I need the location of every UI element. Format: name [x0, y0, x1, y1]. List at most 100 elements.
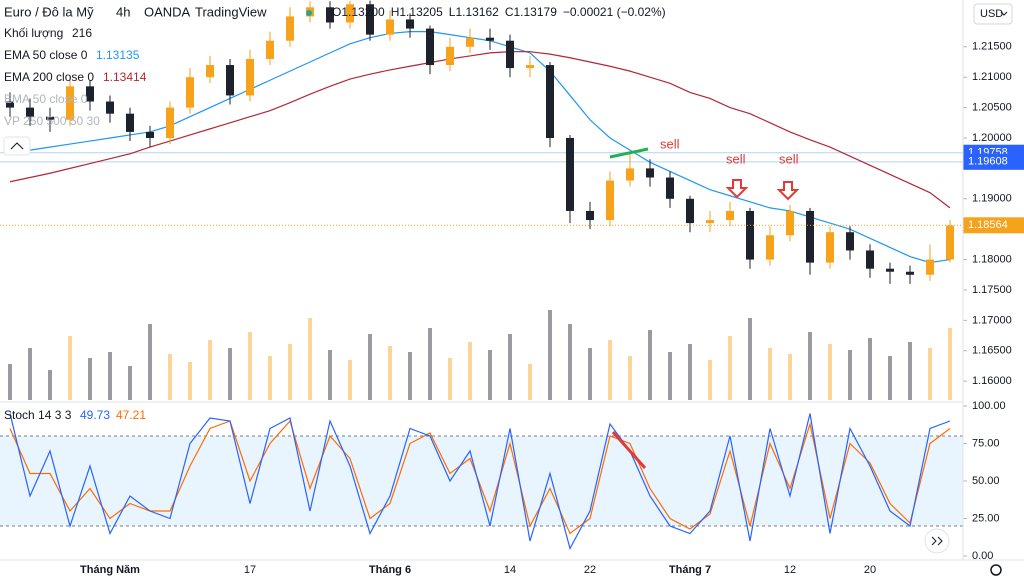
- y-tick-label: 50.00: [972, 475, 1000, 487]
- ema50-legend: EMA 50 close 0: [4, 48, 88, 62]
- y-tick-label: 1.20000: [972, 132, 1012, 144]
- arrow-drawing: [725, 179, 749, 199]
- currency-dropdown[interactable]: [973, 3, 1013, 25]
- volume-bar: [228, 348, 232, 400]
- volume-bar: [188, 362, 192, 400]
- volume-bar: [448, 358, 452, 400]
- candle-body: [26, 107, 34, 117]
- volume-bar: [688, 344, 692, 400]
- candle-body: [546, 65, 554, 138]
- volume-bar: [748, 318, 752, 400]
- volume-bar: [628, 356, 632, 400]
- y-tick-label: 75.00: [972, 437, 1000, 449]
- candle-body: [846, 232, 854, 251]
- y-tick-label: 1.20500: [972, 102, 1012, 114]
- settings-button[interactable]: [990, 564, 1002, 576]
- volume-bar: [828, 344, 832, 400]
- x-tick-label: 17: [244, 564, 256, 576]
- candle-body: [786, 210, 794, 236]
- y-tick-label: 25.00: [972, 512, 1000, 524]
- volume-bar: [548, 310, 552, 400]
- hidden-indicator: EMA 50 close 0: [4, 92, 88, 106]
- collapse-icon: [10, 142, 24, 150]
- x-tick-label: Tháng Năm: [80, 564, 140, 576]
- ohlc-value: −0.00021 (−0.02%): [563, 5, 666, 19]
- y-tick-label: 1.21500: [972, 41, 1012, 53]
- annotation: sell: [779, 151, 799, 166]
- y-tick-label: 1.16500: [972, 345, 1012, 357]
- candle-body: [806, 210, 814, 263]
- volume-bar: [908, 342, 912, 400]
- volume-bar: [488, 350, 492, 400]
- broker: OANDA: [144, 4, 191, 19]
- trend-drawing: [611, 431, 647, 469]
- volume-bar: [148, 324, 152, 400]
- candle-body: [646, 168, 654, 178]
- stoch-k-value: 49.73: [80, 408, 110, 422]
- ema50-legend-value: 1.13135: [96, 48, 140, 62]
- ohlc-value: C1.13179: [505, 5, 557, 19]
- volume-bar: [328, 350, 332, 400]
- arrow-drawing: [776, 181, 800, 201]
- candle-body: [686, 198, 694, 224]
- volume-bar: [948, 328, 952, 400]
- candle-body: [746, 210, 754, 260]
- candle-body: [466, 37, 474, 47]
- volume-bar: [788, 354, 792, 400]
- y-tick-label: 1.16000: [972, 375, 1012, 387]
- candle-body: [106, 101, 114, 114]
- candle-body: [866, 250, 874, 269]
- ohlc-value: L1.13162: [449, 5, 499, 19]
- volume-bar: [528, 364, 532, 400]
- candle-body: [286, 16, 294, 41]
- candle-body: [86, 86, 94, 102]
- volume-bar: [428, 328, 432, 400]
- volume-bar: [128, 366, 132, 400]
- ema200-legend-value: 1.13414: [103, 70, 147, 84]
- x-tick-label: 12: [784, 564, 796, 576]
- y-tick-label: 1.17000: [972, 314, 1012, 326]
- volume-bar: [468, 342, 472, 400]
- ema-line: [9, 51, 951, 209]
- interval: 4h: [116, 4, 130, 19]
- volume-bar: [408, 352, 412, 400]
- candle-body: [126, 113, 134, 132]
- ema200-legend: EMA 200 close 0: [4, 70, 94, 84]
- x-tick-label: 22: [584, 564, 596, 576]
- volume-bar: [208, 340, 212, 400]
- scroll-icon: [931, 536, 943, 546]
- x-tick-label: Tháng 6: [369, 564, 411, 576]
- y-tick-label: 1.17500: [972, 284, 1012, 296]
- ohlc-value: O1.13200: [332, 5, 385, 19]
- candle-body: [726, 210, 734, 221]
- candle-body: [146, 131, 154, 138]
- symbol: Euro / Đô la Mỹ: [4, 4, 94, 19]
- volume-bar: [768, 348, 772, 400]
- y-tick-label: 1.18000: [972, 253, 1012, 265]
- volume-bar: [568, 324, 572, 400]
- candle-body: [906, 271, 914, 275]
- volume-bar: [68, 336, 72, 400]
- candle-body: [826, 232, 834, 263]
- trend-drawing: [609, 147, 649, 159]
- dropdown-arrow: [1000, 11, 1008, 16]
- candle-body: [166, 107, 174, 138]
- stoch-d-line: [9, 419, 951, 535]
- volume-bar: [508, 334, 512, 400]
- status-dot: [306, 10, 312, 16]
- scroll-button[interactable]: [924, 528, 950, 554]
- volume-bar: [268, 356, 272, 400]
- collapse-button[interactable]: [3, 136, 31, 156]
- last-price-tag: [963, 217, 1024, 234]
- volume-bar: [108, 352, 112, 400]
- candle-body: [186, 77, 194, 108]
- volume-bar: [248, 332, 252, 400]
- currency-label: USD: [980, 8, 1003, 20]
- y-tick-label: 100.00: [972, 400, 1006, 412]
- volume-bar: [848, 350, 852, 400]
- candle-body: [426, 28, 434, 66]
- ohlc-row: O1.13200 H1.13205 L1.13162 C1.13179 −0.00021…: [332, 5, 666, 19]
- annotation: sell: [726, 151, 746, 166]
- candle-body: [606, 180, 614, 221]
